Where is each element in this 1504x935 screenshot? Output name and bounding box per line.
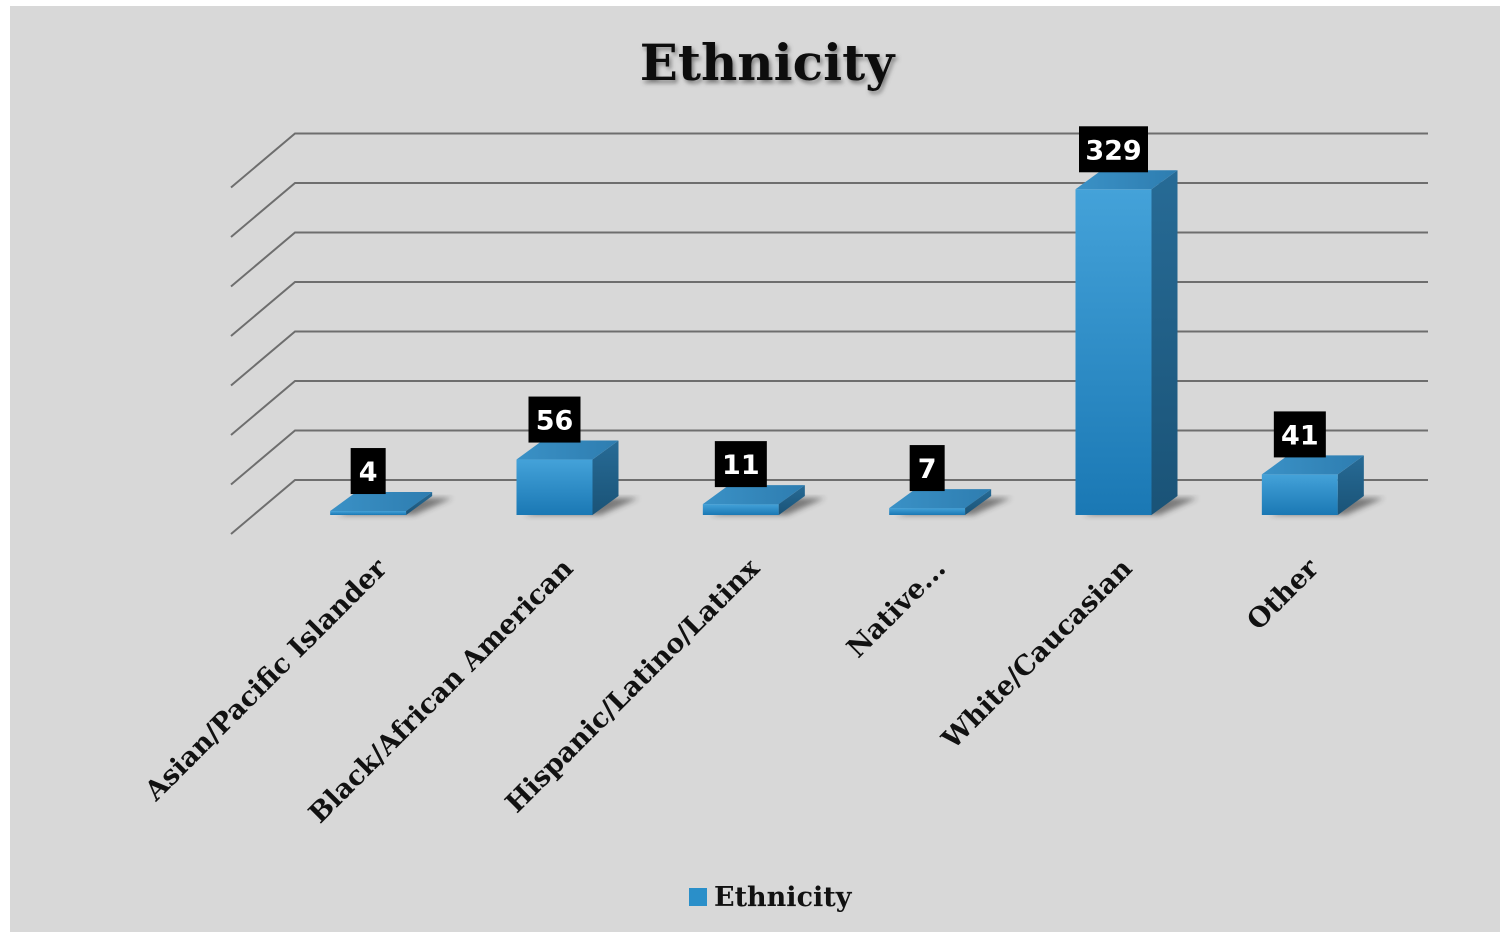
bar xyxy=(516,440,639,515)
bar-front xyxy=(702,504,779,515)
bar-top xyxy=(516,440,619,460)
gridline xyxy=(230,429,1428,486)
chart-title: Ethnicity xyxy=(640,33,896,92)
gridline xyxy=(230,330,1428,387)
bar-side xyxy=(406,492,433,515)
data-label-text: 7 xyxy=(918,454,937,485)
category-label: Other xyxy=(1241,552,1325,636)
bar xyxy=(1261,455,1384,515)
bar xyxy=(1075,170,1198,516)
chart-area: Ethnicity 4 56 11 7 329 41 Asian/Pacific Isla… xyxy=(10,6,1500,932)
bar xyxy=(330,492,453,515)
bar-front xyxy=(330,511,407,515)
gridline xyxy=(230,182,1428,238)
data-label-text: 4 xyxy=(359,457,378,488)
category-label: Native... xyxy=(841,553,952,664)
gridline xyxy=(230,281,1428,337)
gridline xyxy=(230,132,1428,189)
data-labels: 4 56 11 7 329 41 xyxy=(350,126,1326,495)
data-label-box xyxy=(350,448,386,495)
bar-top xyxy=(330,492,433,512)
bar-side xyxy=(1337,455,1364,515)
data-label: 11 xyxy=(714,441,767,488)
bar-front xyxy=(1075,189,1152,516)
bars xyxy=(330,170,1384,516)
bar xyxy=(889,489,1012,515)
data-label-box xyxy=(909,445,945,492)
data-label: 7 xyxy=(909,445,945,492)
chart: Ethnicity 4 56 11 7 329 41 Asian/Pacific Isla… xyxy=(138,33,1428,913)
data-label-box xyxy=(714,441,767,488)
legend-label: Ethnicity xyxy=(714,882,853,913)
data-label-box xyxy=(528,396,581,443)
bar-side xyxy=(965,489,992,515)
bar-front xyxy=(1261,474,1338,515)
data-label: 329 xyxy=(1079,126,1148,173)
data-label: 56 xyxy=(528,396,581,443)
gridline xyxy=(230,380,1428,436)
bar-top xyxy=(1261,455,1364,475)
bar-top xyxy=(702,485,805,505)
bar-side xyxy=(1151,170,1178,516)
bar-front xyxy=(516,459,593,515)
data-label: 41 xyxy=(1273,411,1326,458)
data-label-text: 41 xyxy=(1281,420,1319,451)
bar-top xyxy=(1075,170,1178,190)
bar-side xyxy=(592,440,619,515)
legend-swatch xyxy=(689,888,707,906)
gridline xyxy=(230,231,1428,288)
data-label: 4 xyxy=(350,448,386,495)
gridline xyxy=(230,479,1428,535)
category-label: White/Caucasian xyxy=(936,553,1139,756)
bar-side xyxy=(778,485,805,515)
gridlines xyxy=(230,132,1428,535)
data-label-text: 11 xyxy=(722,450,760,481)
data-label-box xyxy=(1273,411,1326,458)
data-label-text: 56 xyxy=(536,406,574,437)
data-label-box xyxy=(1079,126,1148,173)
bar-front xyxy=(889,508,966,515)
bar xyxy=(702,485,825,515)
data-label-text: 329 xyxy=(1085,135,1141,166)
bar-top xyxy=(889,489,992,509)
legend: Ethnicity xyxy=(689,882,853,913)
